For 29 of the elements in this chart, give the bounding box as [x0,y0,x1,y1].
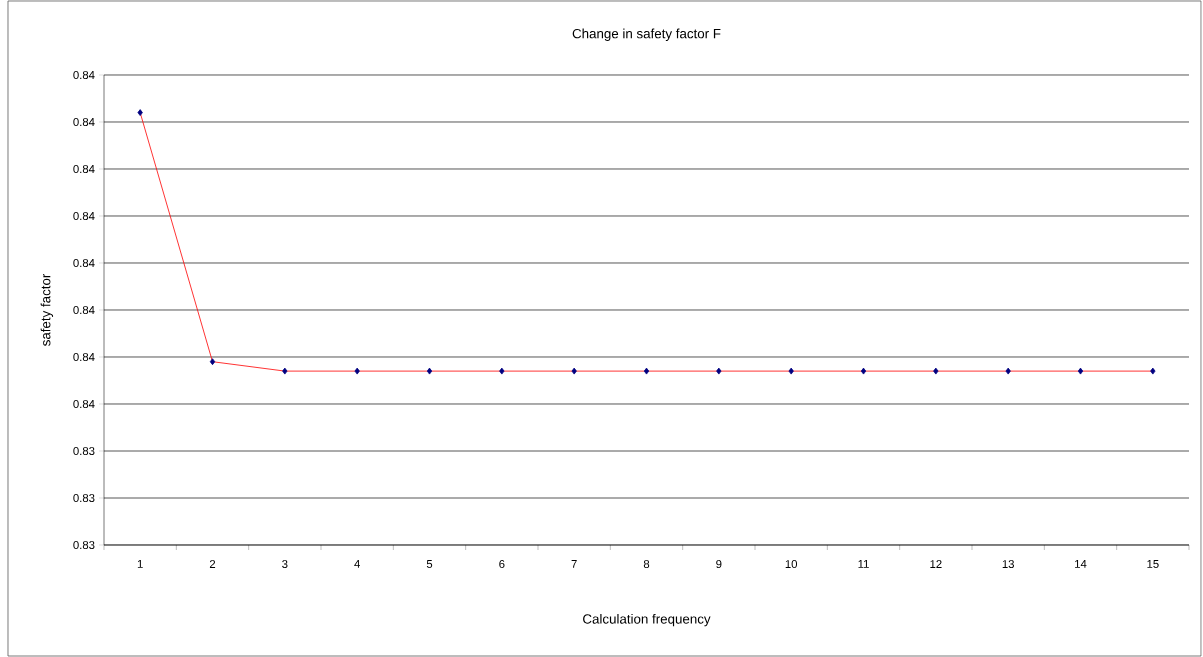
y-axis-title: safety factor [40,273,54,346]
y-tick-label: 0.83 [73,447,95,456]
y-tick-label: 0.84 [73,400,95,409]
x-tick-label: 4 [354,560,360,568]
x-axis-title: Calculation frequency [583,613,711,627]
y-tick-label: 0.84 [73,117,95,126]
x-tick-label: 10 [785,560,798,569]
y-tick-label: 0.84 [73,306,95,314]
x-tick-label: 15 [1147,560,1159,568]
y-tick-label: 0.84 [73,258,95,267]
y-tick-label: 0.84 [73,70,95,79]
x-tick-label: 2 [209,560,216,568]
x-tick-label: 8 [643,560,650,569]
x-tick-label: 14 [1075,560,1087,568]
x-tick-label: 13 [1002,560,1014,569]
x-tick-label: 1 [137,560,143,568]
x-tick-label: 3 [282,560,288,569]
y-tick-label: 0.84 [73,164,95,173]
y-tick-label: 0.83 [73,541,95,550]
x-tick-label: 11 [858,560,869,568]
x-tick-label: 6 [499,560,505,569]
x-tick-label: 7 [571,560,577,568]
chart-title: Change in safety factor F [572,28,721,41]
y-tick-label: 0.84 [73,353,95,361]
x-tick-label: 5 [426,560,433,568]
y-tick-label: 0.84 [73,211,95,220]
x-tick-label: 9 [716,560,722,569]
x-tick-label: 12 [930,560,942,568]
y-tick-label: 0.83 [73,494,95,503]
